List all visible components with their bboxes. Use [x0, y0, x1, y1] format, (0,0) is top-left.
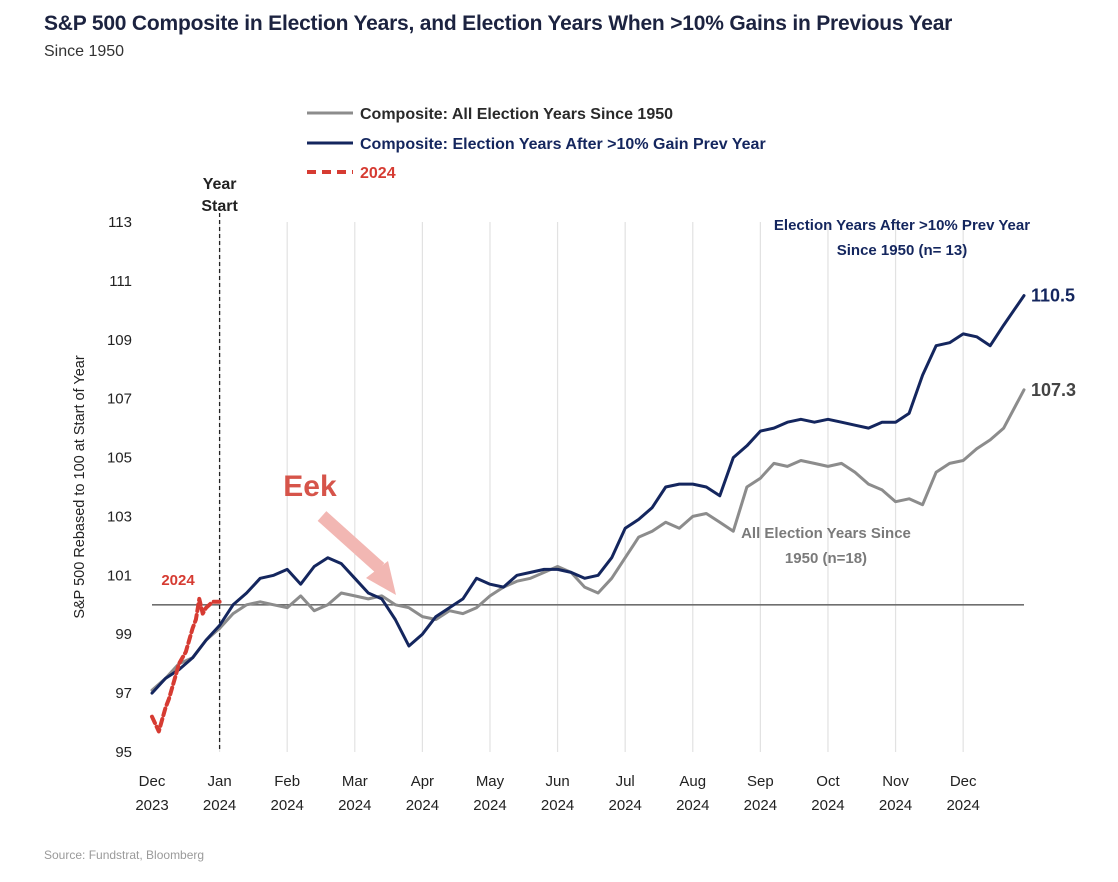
- y-tick-label: 107: [107, 391, 132, 408]
- x-tick-year: 2024: [473, 797, 506, 814]
- x-tick-month: Nov: [882, 773, 909, 790]
- y-tick-label: 95: [115, 744, 132, 761]
- x-tick-month: Jan: [208, 773, 232, 790]
- x-tick-year: 2024: [744, 797, 777, 814]
- x-tick-year: 2024: [676, 797, 709, 814]
- x-tick-month: Jun: [545, 773, 569, 790]
- legend-layer: Composite: All Election Years Since 1950…: [307, 106, 766, 182]
- series-layer: [150, 294, 1026, 734]
- chart-subtitle: Since 1950: [44, 43, 125, 60]
- y-tick-label: 97: [115, 685, 132, 702]
- label-2024: 2024: [161, 572, 195, 589]
- x-tick-year: 2024: [271, 797, 304, 814]
- x-tick-month: Dec: [950, 773, 977, 790]
- y-tick-label: 111: [109, 273, 132, 290]
- eek-label: Eek: [283, 470, 337, 503]
- series-line: [150, 294, 1026, 695]
- y-tick-label: 101: [107, 567, 132, 584]
- eek-arrow-head: [366, 561, 396, 595]
- legend-label: Composite: Election Years After >10% Gai…: [360, 136, 766, 153]
- y-tick-label: 103: [107, 508, 132, 525]
- y-axis-label: S&P 500 Rebased to 100 at Start of Year: [72, 355, 88, 619]
- year-start-label: Year: [203, 176, 237, 193]
- eek-arrow-shaft: [317, 511, 385, 573]
- chart-title: S&P 500 Composite in Election Years, and…: [44, 12, 953, 35]
- axis-layer: Dec 2023 Jan 2024 Feb 2024 Mar 2024 Apr 2024 May 20…: [72, 214, 980, 814]
- year-start-label: Start: [201, 198, 238, 215]
- x-tick-year: 2024: [811, 797, 844, 814]
- top-series-note: Election Years After >10% Prev Year: [774, 217, 1030, 234]
- top-series-note: Since 1950 (n= 13): [837, 242, 968, 259]
- x-tick-month: Mar: [342, 773, 368, 790]
- y-tick-label: 113: [108, 214, 132, 231]
- all-series-note: All Election Years Since: [741, 525, 911, 542]
- x-tick-month: Oct: [816, 773, 840, 790]
- x-tick-month: Sep: [747, 773, 774, 790]
- x-tick-month: Dec: [139, 773, 166, 790]
- x-tick-month: Jul: [616, 773, 635, 790]
- x-tick-month: Aug: [679, 773, 706, 790]
- legend-label: 2024: [360, 165, 396, 182]
- x-tick-year: 2024: [406, 797, 439, 814]
- legend-label: Composite: All Election Years Since 1950: [360, 106, 673, 123]
- x-tick-month: May: [476, 773, 505, 790]
- y-tick-label: 109: [107, 332, 132, 349]
- x-tick-year: 2024: [338, 797, 371, 814]
- end-label-bottom: 107.3: [1031, 380, 1076, 400]
- x-tick-month: Apr: [411, 773, 434, 790]
- annotation-layer: Year Start Eek 2024 110.5 107.3 Election Years…: [161, 176, 1076, 595]
- x-tick-year: 2023: [135, 797, 168, 814]
- series-line: [150, 388, 1026, 692]
- grid-layer: [152, 206, 1024, 752]
- end-label-top: 110.5: [1031, 286, 1075, 306]
- series-line: [150, 596, 222, 734]
- x-tick-year: 2024: [203, 797, 236, 814]
- x-tick-month: Feb: [274, 773, 300, 790]
- x-tick-year: 2024: [608, 797, 641, 814]
- all-series-note: 1950 (n=18): [785, 550, 867, 567]
- y-tick-label: 105: [107, 450, 132, 467]
- x-tick-year: 2024: [541, 797, 574, 814]
- y-tick-label: 99: [115, 626, 132, 643]
- x-tick-year: 2024: [946, 797, 979, 814]
- x-tick-year: 2024: [879, 797, 912, 814]
- source-note: Source: Fundstrat, Bloomberg: [44, 848, 205, 862]
